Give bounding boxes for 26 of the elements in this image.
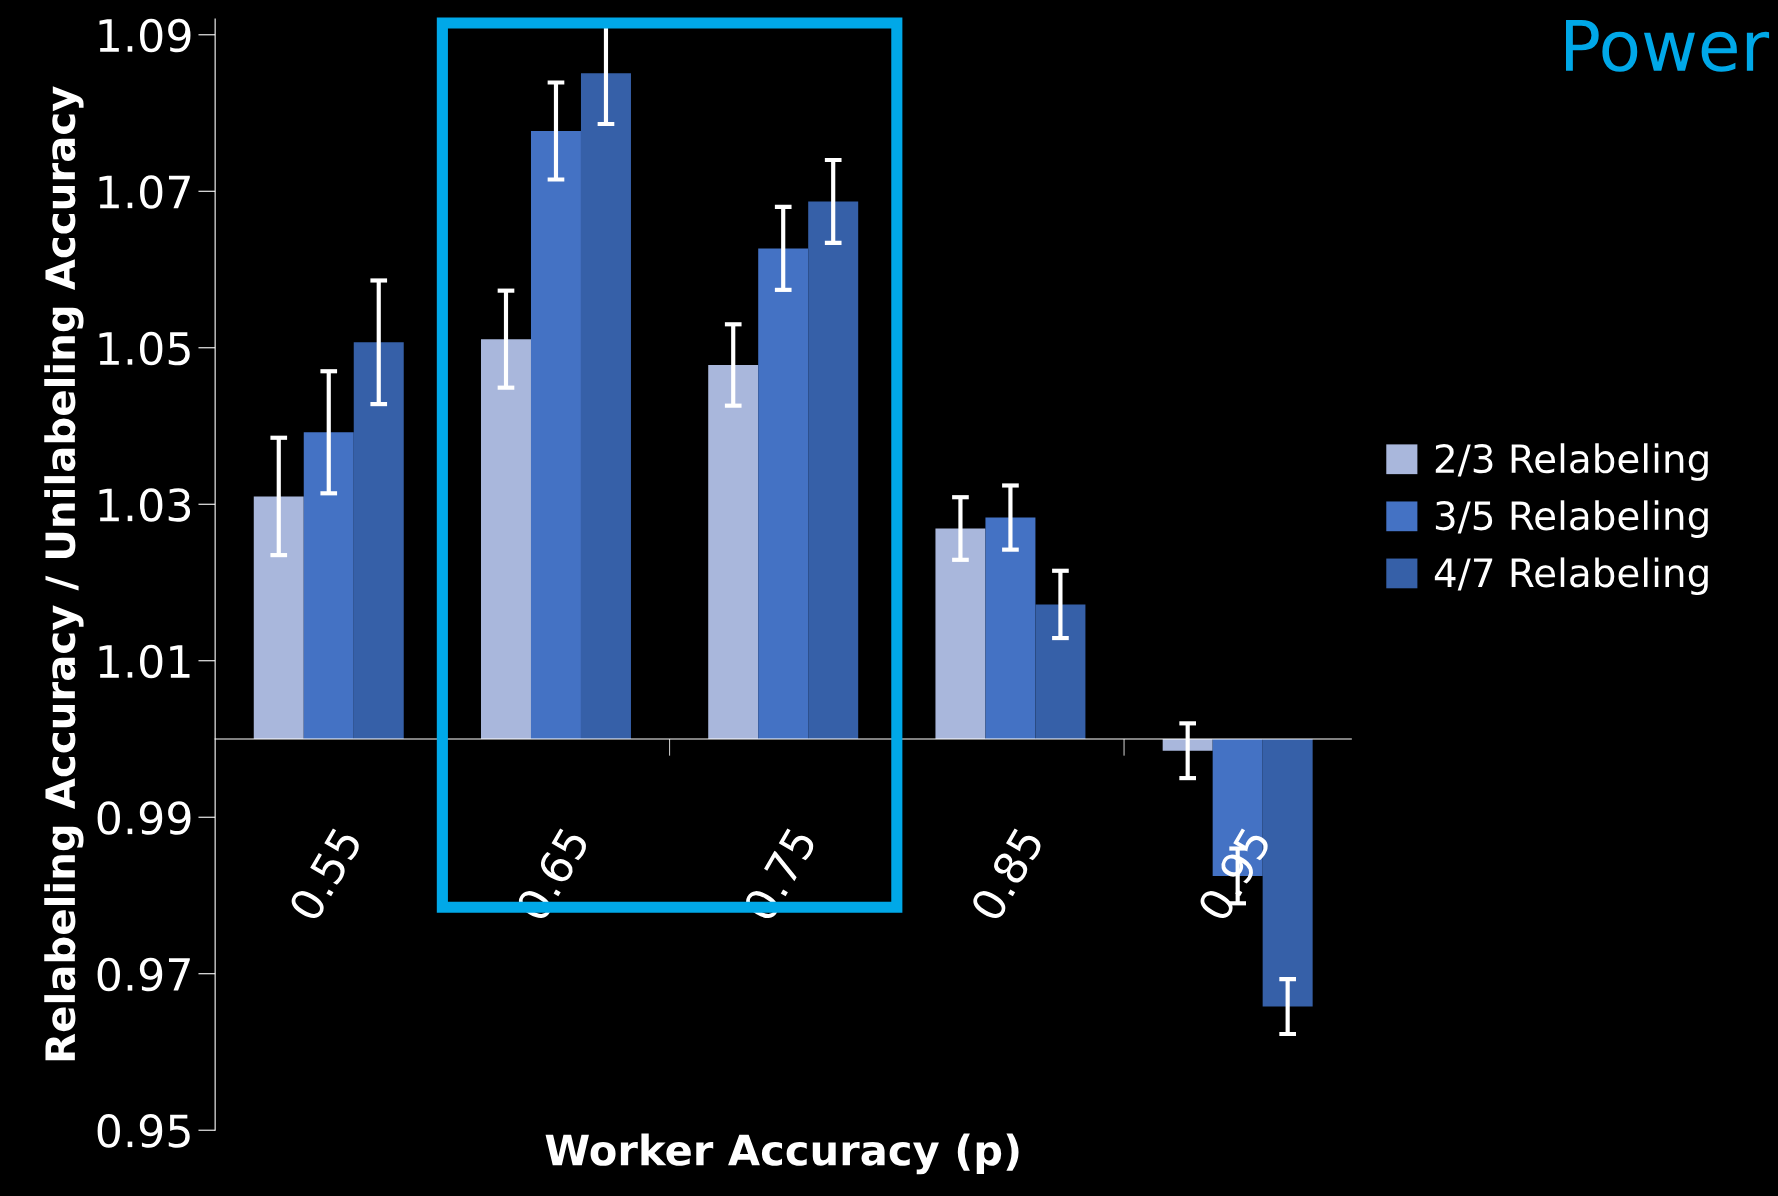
legend-label: 2/3 Relabeling	[1435, 443, 1708, 481]
y-tick-label: 0.99	[97, 801, 191, 835]
bar	[1035, 604, 1086, 739]
bar	[758, 248, 809, 739]
y-tick-label: 1.01	[99, 644, 190, 679]
legend-label: 4/7 Relabeling	[1434, 557, 1708, 596]
bar	[530, 131, 581, 739]
y-tick-label: 0.97	[97, 957, 190, 992]
bar	[808, 201, 859, 739]
bar	[353, 342, 404, 739]
y-tick-label: 1.05	[99, 331, 190, 366]
y-axis-title: Relabeling Accuracy / Unilabeling Accuracy	[44, 86, 84, 1061]
y-tick-label: 1.03	[99, 488, 191, 522]
bar	[985, 517, 1036, 739]
bar	[935, 528, 986, 739]
bar	[253, 496, 304, 739]
y-tick-label: 1.09	[99, 18, 191, 53]
bar	[303, 432, 354, 739]
y-tick-label: 0.95	[97, 1114, 190, 1148]
x-axis-title: Worker Accuracy (p)	[545, 1133, 1019, 1175]
bar	[580, 73, 631, 739]
bar	[481, 339, 531, 739]
bar	[708, 364, 759, 739]
text: Power	[1566, 20, 1770, 72]
legend-label: 3/5 Relabeling	[1435, 500, 1708, 538]
y-tick-label: 1.07	[99, 175, 190, 209]
